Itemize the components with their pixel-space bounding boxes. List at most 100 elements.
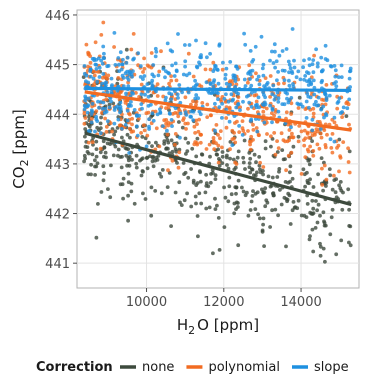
scatter-point-none xyxy=(180,125,185,130)
scatter-point-none xyxy=(87,114,91,119)
scatter-point-slope xyxy=(316,95,321,100)
fit-lines xyxy=(84,86,352,207)
scatter-point-none xyxy=(273,207,278,212)
scatter-point-polynomial xyxy=(103,76,108,80)
scatter-point-slope xyxy=(125,108,130,113)
scatter-point-polynomial xyxy=(264,106,269,111)
scatter-point-polynomial xyxy=(344,101,349,106)
scatter-point-none xyxy=(260,187,264,192)
scatter-point-polynomial xyxy=(145,63,150,68)
scatter-point-polynomial xyxy=(136,116,141,121)
scatter-point-polynomial xyxy=(341,140,346,145)
x-tick-label: 12000 xyxy=(203,295,244,310)
scatter-point-slope xyxy=(213,64,218,69)
scatter-point-slope xyxy=(183,59,188,64)
scatter-point-slope xyxy=(287,62,292,67)
scatter-point-polynomial xyxy=(209,113,213,118)
scatter-point-slope xyxy=(305,91,310,96)
scatter-point-slope xyxy=(169,118,174,122)
scatter-point-polynomial xyxy=(347,170,352,175)
scatter-point-slope xyxy=(196,96,201,101)
scatter-point-slope xyxy=(271,83,276,88)
scatter-point-none xyxy=(316,202,321,207)
scatter-point-polynomial xyxy=(263,76,268,80)
scatter-point-slope xyxy=(102,56,106,61)
scatter-point-slope xyxy=(95,119,100,123)
scatter-point-polynomial xyxy=(275,139,279,144)
scatter-point-slope xyxy=(220,101,225,106)
scatter-point-none xyxy=(118,182,123,187)
scatter-point-none xyxy=(146,140,151,145)
scatter-point-none xyxy=(248,170,253,175)
scatter-point-slope xyxy=(186,90,191,95)
scatter-point-none xyxy=(82,159,86,164)
scatter-point-polynomial xyxy=(311,106,316,111)
scatter-point-polynomial xyxy=(129,47,134,52)
scatter-point-polynomial xyxy=(324,83,329,87)
scatter-point-none xyxy=(260,228,265,233)
scatter-point-slope xyxy=(191,118,196,122)
scatter-point-slope xyxy=(89,112,94,116)
scatter-point-polynomial xyxy=(127,112,132,117)
scatter-point-polynomial xyxy=(166,168,170,173)
scatter-point-slope xyxy=(101,44,106,49)
scatter-point-slope xyxy=(236,102,241,106)
scatter-point-slope xyxy=(173,61,178,66)
scatter-point-polynomial xyxy=(251,138,255,142)
scatter-point-slope xyxy=(125,55,130,60)
scatter-point-none xyxy=(324,184,328,188)
scatter-point-polynomial xyxy=(261,109,266,114)
scatter-point-slope xyxy=(90,101,95,106)
scatter-point-polynomial xyxy=(216,143,221,148)
scatter-point-none xyxy=(250,194,255,198)
scatter-point-none xyxy=(89,172,93,177)
scatter-point-none xyxy=(240,185,244,190)
scatter-point-slope xyxy=(105,90,110,95)
scatter-point-none xyxy=(344,114,349,118)
scatter-point-slope xyxy=(97,75,102,79)
scatter-point-slope xyxy=(88,69,93,73)
scatter-point-none xyxy=(153,189,158,193)
scatter-point-none xyxy=(159,174,164,179)
scatter-point-polynomial xyxy=(261,165,266,169)
scatter-point-polynomial xyxy=(325,132,329,137)
scatter-point-polynomial xyxy=(94,109,99,113)
scatter-point-none xyxy=(265,200,270,205)
scatter-point-none xyxy=(220,161,225,166)
scatter-point-polynomial xyxy=(127,126,132,131)
scatter-point-polynomial xyxy=(145,133,150,138)
scatter-point-none xyxy=(151,164,156,169)
scatter-point-slope xyxy=(274,59,279,64)
scatter-point-polynomial xyxy=(237,130,242,135)
legend-label-none: none xyxy=(142,360,174,375)
scatter-point-slope xyxy=(249,104,254,109)
scatter-point-slope xyxy=(150,111,155,116)
scatter-point-none xyxy=(185,149,190,154)
scatter-point-slope xyxy=(261,62,266,67)
scatter-point-none xyxy=(101,139,106,144)
scatter-point-slope xyxy=(151,118,156,123)
scatter-point-slope xyxy=(255,129,260,134)
scatter-point-slope xyxy=(241,99,245,104)
scatter-point-slope xyxy=(276,96,281,101)
scatter-point-slope xyxy=(333,74,338,79)
scatter-point-slope xyxy=(117,62,121,67)
scatter-point-slope xyxy=(224,81,229,86)
scatter-point-slope xyxy=(93,129,97,134)
scatter-point-polynomial xyxy=(220,145,224,150)
scatter-point-polynomial xyxy=(232,131,237,135)
scatter-point-slope xyxy=(318,127,323,131)
scatter-point-slope xyxy=(327,93,332,98)
scatter-point-none xyxy=(268,184,273,189)
scatter-point-none xyxy=(254,160,258,165)
scatter-point-none xyxy=(330,187,335,192)
scatter-point-none xyxy=(182,172,187,177)
scatter-point-none xyxy=(296,134,301,139)
scatter-point-polynomial xyxy=(142,123,146,128)
scatter-point-slope xyxy=(323,57,328,61)
scatter-point-slope xyxy=(145,89,150,94)
scatter-point-none xyxy=(99,190,104,194)
scatter-point-slope xyxy=(276,100,281,104)
fit-line-polynomial xyxy=(84,90,352,132)
scatter-point-slope xyxy=(167,91,172,96)
